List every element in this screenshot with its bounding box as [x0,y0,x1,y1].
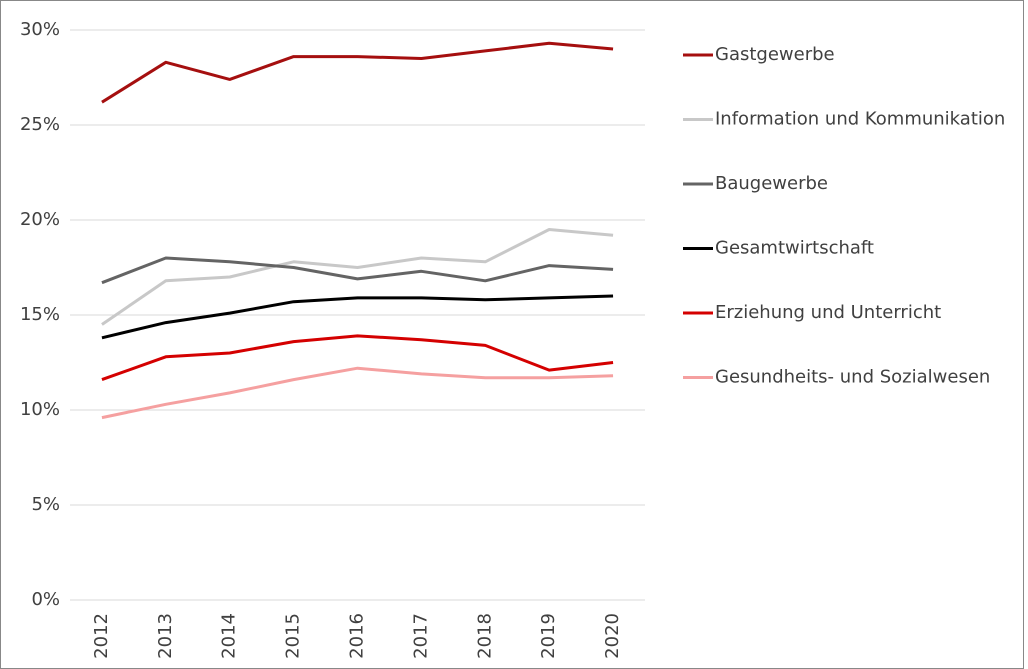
x-tick-label: 2016 [347,613,368,659]
line-series [101,41,614,104]
x-tick-label: 2017 [410,613,431,659]
line-series [101,256,614,285]
x-tick-label: 2014 [219,613,240,659]
legend-label: Gesamtwirtschaft [715,238,874,259]
y-tick-label: 20% [20,209,60,230]
y-tick-label: 0% [31,589,60,610]
x-tick-label: 2013 [155,613,176,659]
x-tick-label: 2012 [91,613,112,659]
y-tick-label: 25% [20,114,60,135]
legend-label: Erziehung und Unterricht [715,302,941,323]
x-tick-label: 2018 [474,613,495,659]
y-tick-label: 10% [20,399,60,420]
line-series [101,366,614,420]
y-tick-label: 15% [20,304,60,325]
y-tick-label: 5% [31,494,60,515]
y-tick-label: 30% [20,19,60,40]
legend-label: Baugewerbe [715,173,828,194]
line-series [101,294,614,340]
legend-label: Gesundheits- und Sozialwesen [715,367,990,388]
x-tick-label: 2020 [602,613,623,659]
line-series [101,228,614,326]
line-series [101,334,614,382]
legend-label: Information und Kommunikation [715,109,1005,130]
x-tick-label: 2019 [538,613,559,659]
x-tick-label: 2015 [283,613,304,659]
legend-label: Gastgewerbe [715,44,835,65]
